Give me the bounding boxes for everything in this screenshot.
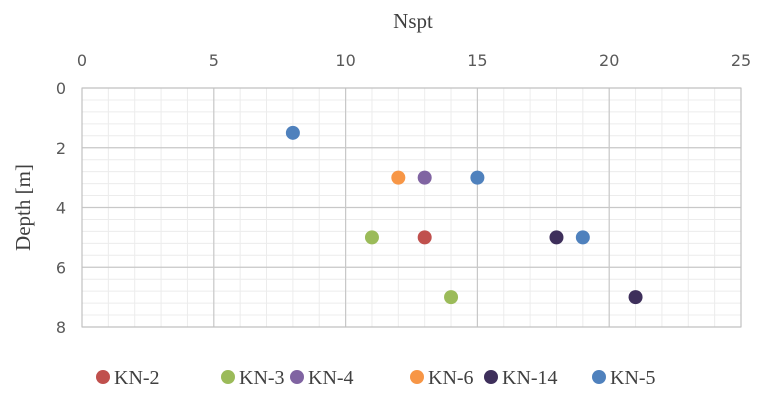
data-point <box>549 230 564 245</box>
legend-item: KN-3 <box>221 367 285 389</box>
y-axis-title: Depth [m] <box>11 164 35 251</box>
y-tick-label: 0 <box>56 79 66 98</box>
legend-marker <box>592 370 606 384</box>
legend-label: KN-5 <box>610 367 656 389</box>
legend-label: KN-4 <box>308 367 354 389</box>
x-tick-label: 25 <box>731 51 751 70</box>
data-point <box>285 125 300 140</box>
legend-label: KN-6 <box>428 367 474 389</box>
y-tick-label: 4 <box>56 199 66 218</box>
x-axis-tick-labels: 0 5 10 15 20 25 <box>77 51 751 70</box>
x-tick-label: 5 <box>209 51 219 70</box>
legend-marker <box>484 370 498 384</box>
legend-item: KN-4 <box>290 367 354 389</box>
data-points <box>285 125 643 305</box>
legend-marker <box>410 370 424 384</box>
y-tick-label: 2 <box>56 139 66 158</box>
legend: KN-2 KN-3 KN-4 KN-6 KN-14 KN-5 <box>96 367 656 389</box>
legend-marker <box>96 370 110 384</box>
data-point <box>628 290 643 305</box>
legend-marker <box>221 370 235 384</box>
data-point <box>470 170 485 185</box>
data-point <box>417 170 432 185</box>
y-axis-tick-labels: 0 2 4 6 8 <box>56 79 66 337</box>
data-point <box>391 170 406 185</box>
x-tick-label: 15 <box>467 51 487 70</box>
x-axis-title: Nspt <box>393 9 433 33</box>
data-point <box>575 230 590 245</box>
legend-marker <box>290 370 304 384</box>
legend-item: KN-2 <box>96 367 160 389</box>
plot-area-border <box>81 87 742 328</box>
legend-label: KN-14 <box>502 367 558 389</box>
legend-item: KN-5 <box>592 367 656 389</box>
x-tick-label: 0 <box>77 51 87 70</box>
data-point <box>444 290 459 305</box>
x-tick-label: 10 <box>335 51 355 70</box>
legend-label: KN-3 <box>239 367 285 389</box>
y-tick-label: 6 <box>56 258 66 277</box>
y-tick-label: 8 <box>56 318 66 337</box>
legend-item: KN-14 <box>484 367 558 389</box>
legend-label: KN-2 <box>114 367 160 389</box>
data-point <box>417 230 432 245</box>
data-point <box>364 230 379 245</box>
x-tick-label: 20 <box>599 51 619 70</box>
legend-item: KN-6 <box>410 367 474 389</box>
